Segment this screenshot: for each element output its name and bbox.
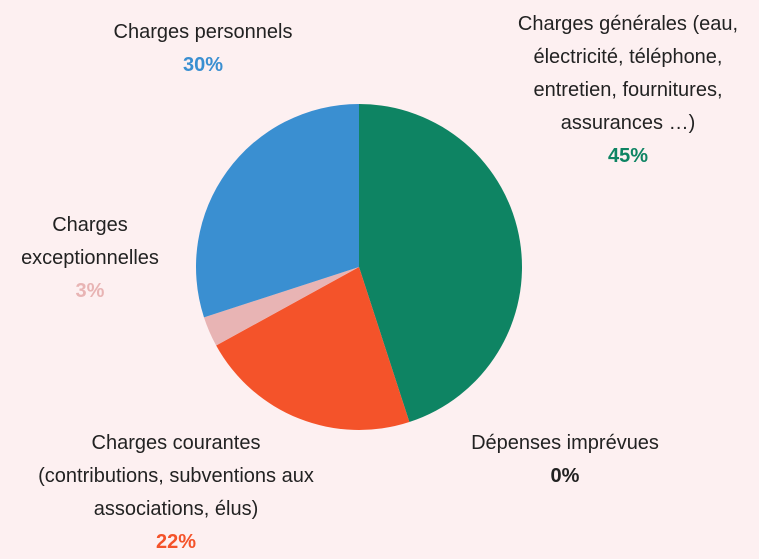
slice-label: Charges courantes (contributions, subven…	[26, 427, 326, 559]
category-name: Charges courantes (contributions, subven…	[38, 432, 314, 520]
pie-slice	[195, 104, 359, 318]
category-name: Charges générales (eau, électricité, tél…	[517, 13, 739, 134]
category-name: Dépenses imprévues	[471, 432, 659, 454]
value-label: 45%	[607, 145, 649, 167]
value-label: 30%	[182, 54, 224, 76]
value-label: 0%	[550, 465, 580, 487]
value-label: 3%	[75, 280, 105, 302]
category-name: Charges personnels	[113, 21, 293, 43]
slice-label: Charges générales (eau, électricité, tél…	[497, 8, 759, 173]
pie-slice	[203, 267, 359, 346]
pie-slice	[216, 267, 410, 431]
pie-slice	[359, 104, 522, 423]
value-label: 22%	[155, 531, 197, 553]
slice-label: Charges personnels 30%	[60, 16, 346, 82]
slice-label: Charges exceptionnelles 3%	[10, 209, 170, 308]
slice-label: Dépenses imprévues 0%	[430, 427, 700, 493]
category-name: Charges exceptionnelles	[21, 214, 159, 269]
